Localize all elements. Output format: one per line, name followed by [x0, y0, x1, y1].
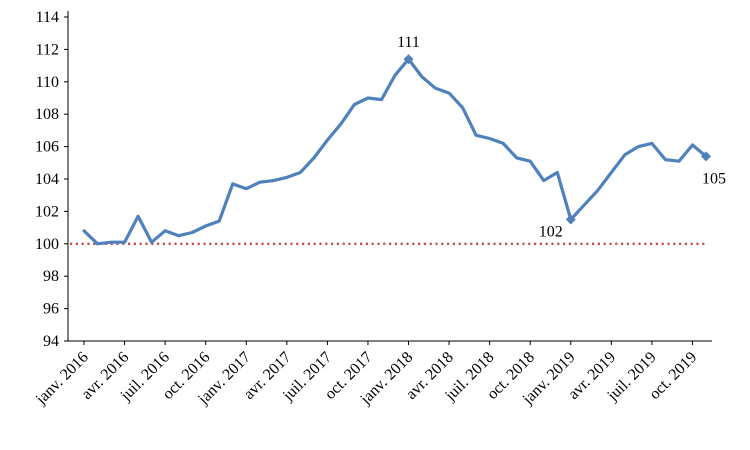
data-point-marker — [565, 214, 576, 225]
y-axis-tick-label: 94 — [43, 333, 59, 350]
y-axis-tick-label: 98 — [43, 268, 59, 285]
series-line — [82, 57, 708, 246]
y-axis-tick-label: 112 — [36, 41, 59, 58]
point-data-label: 105 — [702, 170, 726, 187]
point-data-label: 111 — [397, 34, 420, 51]
y-axis-tick-label: 110 — [36, 74, 59, 91]
data-point-marker — [701, 151, 711, 162]
x-axis-tick-label: janv. 2016 — [32, 349, 92, 409]
y-axis-tick-label: 96 — [43, 301, 59, 318]
y-axis-tick-label: 102 — [35, 203, 59, 220]
y-axis-tick-label: 104 — [35, 171, 59, 188]
point-data-label: 102 — [539, 224, 563, 241]
y-axis-tick-label: 114 — [36, 9, 59, 26]
y-axis-tick-label: 100 — [35, 236, 59, 253]
data-point-marker — [403, 54, 414, 65]
y-axis-tick-label: 106 — [35, 139, 59, 156]
y-axis-tick-label: 108 — [35, 106, 59, 123]
